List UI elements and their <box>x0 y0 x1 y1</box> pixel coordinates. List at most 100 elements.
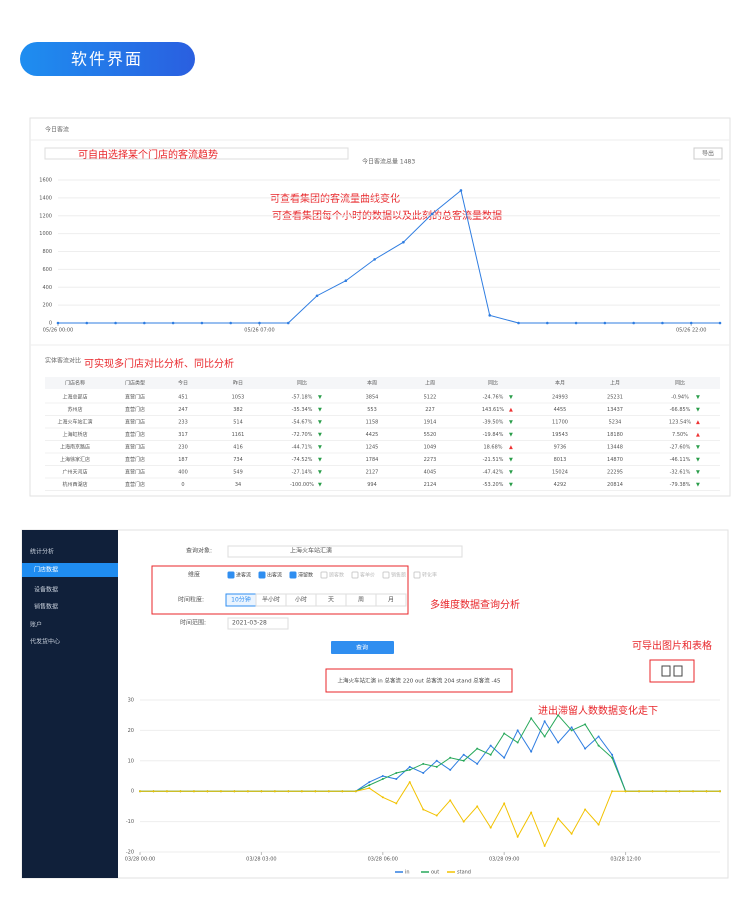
segment-button[interactable] <box>375 593 407 607</box>
point <box>557 741 560 744</box>
point <box>143 321 146 325</box>
point <box>246 790 249 793</box>
legend-label[interactable]: stand <box>457 870 471 876</box>
table-cell: -74.52% <box>292 457 313 463</box>
menu-item[interactable]: 代发货中心 <box>30 638 60 646</box>
menu-item[interactable]: 账户 <box>30 621 42 629</box>
export-image-icon[interactable] <box>661 665 671 677</box>
legend-label[interactable]: in <box>405 870 410 876</box>
menu-item[interactable]: 设备数据 <box>34 586 58 594</box>
point <box>516 741 519 744</box>
point <box>286 321 290 325</box>
trend-arrow: ▼ <box>318 395 322 401</box>
trend-arrow: ▲ <box>509 445 513 451</box>
point <box>574 321 578 325</box>
point <box>219 790 222 793</box>
point <box>139 790 141 793</box>
table-cell: -32.61% <box>670 470 691 476</box>
segment-label: 半小时 <box>262 596 280 604</box>
header-pill <box>20 42 195 76</box>
table-cell: 直营门店 <box>125 431 145 438</box>
y-tick-label: -10 <box>126 819 134 825</box>
point <box>402 240 405 244</box>
checkbox[interactable] <box>258 571 266 579</box>
menu-item[interactable]: 门店数据 <box>34 566 58 574</box>
summary: 上海火车站汇演 in 总客流 220 out 总客流 204 stand 总客流… <box>337 677 501 685</box>
export-button[interactable] <box>693 147 723 160</box>
query-button[interactable] <box>331 641 394 654</box>
table-header: 门店类型 <box>125 380 145 387</box>
table-cell: -66.85% <box>670 407 691 413</box>
menu-item[interactable]: 销售数据 <box>34 603 58 611</box>
table-header: 今日 <box>178 380 188 387</box>
store-select[interactable] <box>44 147 349 160</box>
table-cell: -46.11% <box>670 457 691 463</box>
x-tick-label: 03/28 06:00 <box>368 857 398 863</box>
point <box>435 814 438 817</box>
point <box>368 784 371 787</box>
point <box>543 735 546 738</box>
form-value: 2021-03-28 <box>232 620 267 627</box>
table-cell: 13437 <box>607 407 623 413</box>
table-header-bg <box>45 377 720 389</box>
point <box>611 790 614 793</box>
table-cell: 15024 <box>552 470 568 476</box>
annotation: 进出滞留人数数据变化走下 <box>538 704 658 717</box>
table-cell: 直营门店 <box>125 481 145 488</box>
point <box>341 790 344 793</box>
trend-arrow: ▼ <box>509 457 513 463</box>
point <box>570 726 573 729</box>
checkbox[interactable] <box>351 571 359 579</box>
table-cell: -24.76% <box>483 395 504 401</box>
form-value: 上海火车站汇演 <box>290 547 332 555</box>
panel-title: 今日客流 <box>45 126 69 134</box>
export-table-icon[interactable] <box>673 665 683 677</box>
point <box>408 781 411 784</box>
table-cell: 514 <box>233 420 243 426</box>
table-header: 本月 <box>555 380 565 387</box>
y-tick-label: 1400 <box>39 195 52 201</box>
point <box>381 796 384 799</box>
menu-item[interactable]: 统计分析 <box>30 548 54 556</box>
checkbox-label: 销售额 <box>391 572 406 579</box>
point <box>503 802 506 805</box>
table-cell: 苏州店 <box>67 406 82 413</box>
trend-arrow: ▼ <box>696 395 700 401</box>
object-select[interactable] <box>227 545 463 558</box>
trend-arrow: ▼ <box>696 407 700 413</box>
point <box>200 321 204 325</box>
table-header: 昨日 <box>233 380 243 387</box>
table-header: 门店名称 <box>65 380 85 387</box>
point <box>152 790 155 793</box>
date-input[interactable] <box>227 617 289 630</box>
trend-arrow: ▼ <box>696 470 700 476</box>
trend-arrow: ▼ <box>509 432 513 438</box>
point <box>408 765 411 768</box>
checkbox[interactable] <box>320 571 328 579</box>
point <box>611 756 614 759</box>
point <box>273 790 276 793</box>
checkbox[interactable] <box>289 571 297 579</box>
table-cell: 18.68% <box>483 445 502 451</box>
segment-label: 月 <box>388 597 394 604</box>
trend-arrow: ▼ <box>318 407 322 413</box>
table-cell: 317 <box>178 432 188 438</box>
point <box>488 314 492 317</box>
point <box>543 844 546 847</box>
checkbox[interactable] <box>413 571 421 579</box>
point <box>300 790 303 793</box>
point <box>489 826 492 829</box>
point <box>449 756 452 759</box>
checkbox[interactable] <box>382 571 390 579</box>
table-cell: 1784 <box>366 457 379 463</box>
checkbox[interactable] <box>227 571 235 579</box>
y-tick-label: 30 <box>128 698 134 704</box>
point <box>661 321 664 325</box>
point <box>489 744 492 747</box>
point <box>517 321 520 325</box>
table-cell: -39.50% <box>483 420 504 426</box>
table-cell: 1053 <box>232 395 245 401</box>
legend-label[interactable]: out <box>431 870 439 876</box>
trend-arrow: ▼ <box>318 457 322 463</box>
y-tick-label: 600 <box>42 267 52 273</box>
